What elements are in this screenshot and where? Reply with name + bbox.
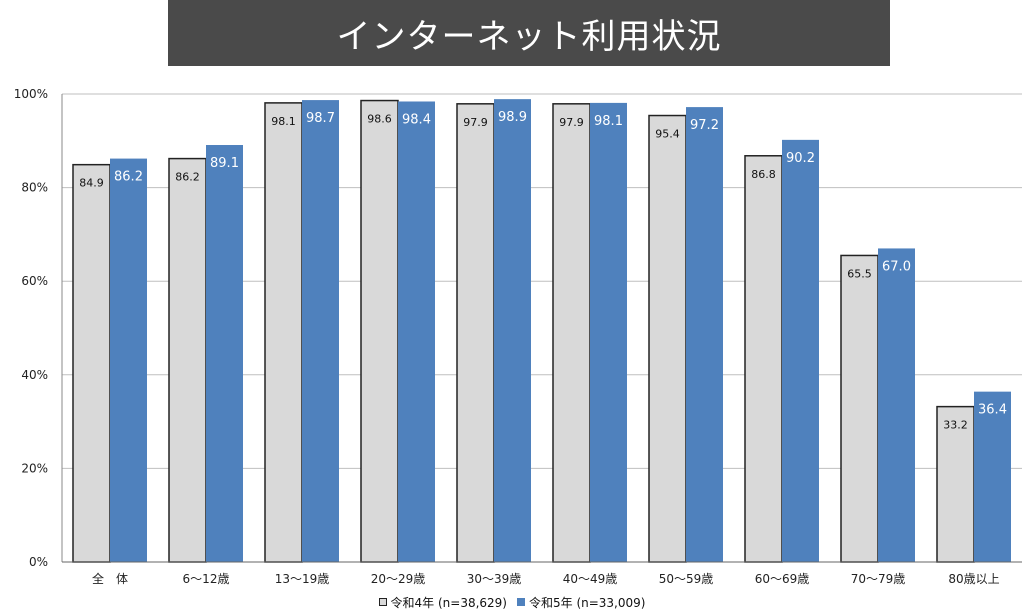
bar-2022 bbox=[840, 254, 879, 563]
data-label: 86.2 bbox=[175, 171, 200, 184]
bar-2023 bbox=[590, 102, 627, 562]
data-label: 98.9 bbox=[498, 110, 527, 125]
chart-title: インターネット利用状況 bbox=[336, 16, 722, 57]
data-label: 98.7 bbox=[306, 111, 335, 126]
bar-2022 bbox=[360, 99, 399, 563]
x-tick-label: 13～19歳 bbox=[275, 572, 330, 586]
data-label: 95.4 bbox=[655, 128, 680, 141]
bar-2023 bbox=[398, 101, 435, 562]
bar-2023 bbox=[494, 99, 531, 562]
bar-2022 bbox=[936, 405, 975, 563]
bar-2023 bbox=[878, 248, 915, 562]
legend-label-2023: 令和5年 (n=33,009) bbox=[529, 595, 646, 610]
bar-2023 bbox=[974, 391, 1011, 562]
data-label: 97.9 bbox=[559, 116, 584, 129]
data-label: 98.1 bbox=[271, 115, 296, 128]
data-label: 98.4 bbox=[402, 112, 431, 127]
bar-2023 bbox=[782, 139, 819, 562]
data-label: 86.8 bbox=[751, 168, 776, 181]
legend-swatch-2022 bbox=[378, 598, 387, 606]
bar-2022 bbox=[264, 102, 303, 563]
x-tick-label: 80歳以上 bbox=[948, 572, 999, 586]
bar-2022 bbox=[72, 163, 111, 563]
legend-swatch-2023 bbox=[517, 598, 525, 606]
bar-2023 bbox=[110, 158, 147, 563]
data-label: 86.2 bbox=[114, 170, 143, 185]
y-tick-label: 0% bbox=[29, 555, 48, 569]
legend: 令和4年 (n=38,629) 令和5年 (n=33,009) bbox=[0, 592, 1024, 612]
bar-2023 bbox=[686, 107, 723, 562]
bar-2022 bbox=[648, 114, 687, 563]
title-banner: インターネット利用状況 bbox=[168, 0, 890, 66]
data-label: 84.9 bbox=[79, 177, 104, 190]
x-tick-label: 30～39歳 bbox=[467, 572, 522, 586]
bar-2022 bbox=[456, 103, 495, 563]
y-tick-label: 100% bbox=[14, 87, 48, 101]
data-label: 98.1 bbox=[594, 114, 623, 129]
y-tick-label: 60% bbox=[21, 274, 48, 288]
legend-item-2022: 令和4年 (n=38,629) bbox=[378, 594, 507, 611]
bar-2023 bbox=[302, 100, 339, 563]
data-label: 33.2 bbox=[943, 419, 968, 432]
legend-item-2023: 令和5年 (n=33,009) bbox=[517, 594, 645, 611]
x-tick-label: 60～69歳 bbox=[755, 572, 810, 586]
x-tick-label: 40～49歳 bbox=[563, 572, 618, 586]
x-tick-label: 70～79歳 bbox=[851, 572, 906, 586]
y-tick-label: 80% bbox=[21, 181, 48, 195]
bar-2022 bbox=[552, 103, 591, 563]
x-tick-label: 6～12歳 bbox=[183, 572, 230, 586]
y-tick-label: 40% bbox=[21, 368, 48, 382]
bar-2022 bbox=[168, 157, 207, 563]
y-tick-label: 20% bbox=[21, 461, 48, 475]
data-label: 65.5 bbox=[847, 267, 872, 280]
data-label: 97.2 bbox=[690, 118, 719, 133]
data-label: 97.9 bbox=[463, 116, 488, 129]
data-label: 98.6 bbox=[367, 113, 392, 126]
x-tick-label: 全 体 bbox=[92, 571, 128, 586]
bar-2023 bbox=[206, 145, 243, 562]
legend-label-2022: 令和4年 (n=38,629) bbox=[390, 595, 507, 610]
data-label: 90.2 bbox=[786, 151, 815, 166]
data-label: 67.0 bbox=[882, 259, 911, 274]
x-tick-label: 20～29歳 bbox=[371, 572, 426, 586]
data-label: 36.4 bbox=[978, 403, 1007, 418]
data-label: 89.1 bbox=[210, 156, 239, 171]
bar-2022 bbox=[744, 155, 783, 563]
x-tick-label: 50～59歳 bbox=[659, 572, 714, 586]
